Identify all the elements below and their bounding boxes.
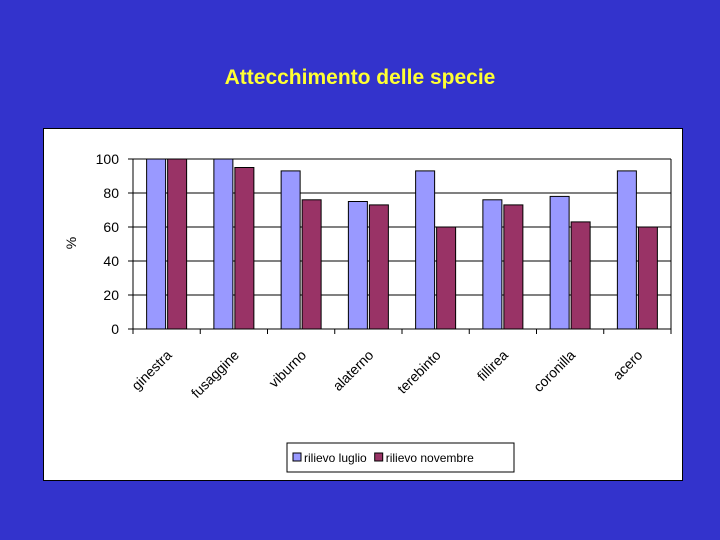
category-label: ginestra <box>128 347 175 394</box>
bar-chart: 0 20 40 60 80 100 ginestra fusaggine viburno alat… <box>63 151 672 473</box>
legend-box <box>286 442 515 473</box>
bar-terebinto-luglio <box>415 170 436 330</box>
bar-fillirea-novembre <box>503 204 524 330</box>
bar-terebinto-novembre <box>436 226 457 330</box>
bar-ginestra-novembre <box>167 158 188 330</box>
slide-title: Attecchimento delle specie <box>224 66 496 89</box>
category-label: viburno <box>265 347 309 391</box>
category-label: acero <box>609 347 645 383</box>
bars <box>146 158 658 330</box>
bar-acero-luglio <box>616 170 637 330</box>
category-label: alaterno <box>329 347 376 394</box>
y-tick-label: 0 <box>111 321 119 337</box>
bar-alaterno-luglio <box>347 201 368 330</box>
bar-acero-novembre <box>637 226 658 330</box>
legend-entry: rilievo novembre <box>386 451 474 465</box>
legend: rilievo luglio rilievo novembre <box>286 442 515 473</box>
y-axis-title: % <box>63 237 79 249</box>
chart-panel: 0 20 40 60 80 100 ginestra fusaggine viburno alat… <box>43 128 683 481</box>
legend-swatch <box>292 452 302 462</box>
y-tick-label: 20 <box>103 287 119 303</box>
legend-swatch <box>374 452 384 462</box>
bar-fusaggine-novembre <box>234 167 255 330</box>
bar-viburno-novembre <box>301 199 322 330</box>
category-label: terebinto <box>394 347 444 397</box>
bar-coronilla-luglio <box>549 195 570 330</box>
y-tick-label: 40 <box>103 253 119 269</box>
category-label: coronilla <box>530 347 578 395</box>
bar-viburno-luglio <box>280 170 301 330</box>
y-tick-label: 100 <box>96 151 120 167</box>
category-label: fusaggine <box>188 347 242 401</box>
y-tick-label: 60 <box>103 219 119 235</box>
bar-coronilla-novembre <box>570 221 591 330</box>
bar-fusaggine-luglio <box>213 158 234 330</box>
bar-alaterno-novembre <box>368 204 389 330</box>
y-tick-label: 80 <box>103 185 119 201</box>
legend-entry: rilievo luglio <box>304 451 367 465</box>
bar-fillirea-luglio <box>482 199 503 330</box>
bar-ginestra-luglio <box>146 158 167 330</box>
category-label: fillirea <box>474 347 511 384</box>
